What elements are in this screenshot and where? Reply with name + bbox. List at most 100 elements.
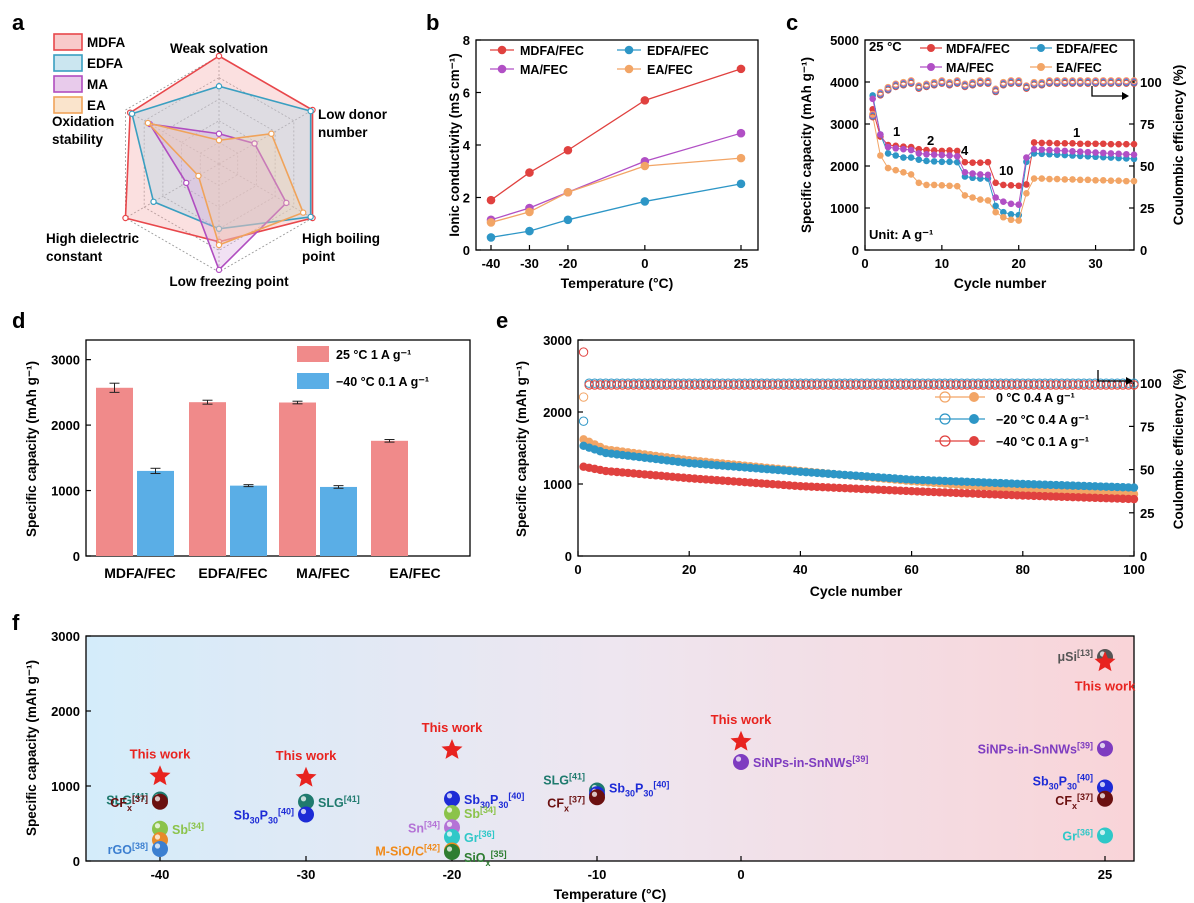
chart-c-ce-point — [1053, 77, 1061, 85]
chart-e-ce-point — [684, 380, 694, 390]
chart-f-point-label: Gr[36] — [464, 829, 495, 845]
panel-b-letter: b — [426, 10, 439, 35]
chart-c-capacity-point — [1015, 201, 1023, 208]
chart-f-point-label: Sb30P30[40] — [609, 779, 669, 798]
chart-f-point-label-part: CF — [110, 796, 127, 810]
chart-b-point — [640, 96, 650, 105]
chart-c-ytick-label: 0 — [852, 243, 859, 258]
chart-d-legend-swatch — [297, 373, 329, 389]
chart-e-legend-label: 0 °C 0.4 A g⁻¹ — [996, 391, 1075, 405]
chart-f-point-label-part: P — [1059, 775, 1067, 789]
chart-c-capacity-point — [1092, 140, 1099, 148]
chart-e-legend-marker-filled — [969, 436, 979, 446]
chart-f-point-highlight — [154, 823, 161, 829]
chart-e-ce-point — [634, 380, 644, 390]
chart-e-legend-marker-open — [939, 413, 951, 425]
chart-f-point-label-part: 30 — [250, 816, 260, 826]
chart-e-legend-marker-open — [939, 435, 951, 447]
chart-d-ytick-label: 0 — [73, 549, 80, 564]
chart-c-capacity-point — [1053, 175, 1061, 183]
chart-b-point — [525, 226, 534, 236]
chart-c-capacity-point — [953, 153, 961, 160]
chart-b-legend-marker — [624, 45, 634, 55]
chart-c-capacity-point — [1107, 177, 1115, 184]
chart-c-ce-point — [1115, 77, 1123, 85]
chart-f-point — [444, 805, 460, 821]
chart-e-ce-point — [840, 380, 850, 390]
chart-b-legend-label: MA/FEC — [520, 63, 568, 77]
chart-f-point-ref: [41] — [569, 772, 585, 782]
chart-c-ce-point — [922, 80, 930, 88]
chart-c-capacity-point — [900, 154, 907, 161]
chart-c-ce-point — [984, 77, 992, 85]
chart-f-point-label: SiOx[35] — [464, 849, 507, 868]
chart-c-annotation: Unit: A g⁻¹ — [869, 227, 933, 242]
chart-c-ce-point — [1007, 77, 1015, 85]
chart-f-point-label: SLG[41] — [318, 794, 360, 810]
radar-legend-label: EA — [87, 98, 106, 113]
chart-c-capacity-point — [1123, 140, 1130, 148]
chart-c-annotation: 2 — [927, 133, 934, 148]
radar-point-ma — [283, 199, 290, 207]
chart-f-point-ref: [36] — [1077, 828, 1093, 838]
chart-d-bar — [320, 486, 357, 556]
chart-f-point-label: Sb[34] — [464, 805, 496, 821]
chart-d-ytick-label: 2000 — [51, 418, 80, 433]
chart-c-capacity-point — [1007, 211, 1015, 218]
radar-grid-ring — [181, 120, 257, 208]
chart-c-right-ytick-label: 0 — [1140, 243, 1147, 258]
chart-b-legend-marker — [497, 45, 507, 55]
chart-e-ytick-label: 1000 — [543, 477, 572, 492]
chart-e-ce-point — [895, 380, 906, 390]
panel-f: f 0 1000 2000 3000 -40 -30 -20 -10 0 25 Temperatur… — [12, 610, 1136, 902]
chart-f-point-ref: [40] — [278, 807, 294, 817]
chart-f-this-work-star — [1094, 651, 1116, 672]
chart-b-point — [736, 179, 746, 189]
chart-e-ce-point — [795, 380, 806, 390]
chart-e-ce-point — [1068, 380, 1078, 390]
radar-point-ea — [195, 172, 202, 180]
chart-f-point-label-part: 30 — [498, 800, 508, 810]
chart-e-ce-point — [734, 380, 744, 390]
chart-c-capacity-point — [884, 150, 892, 157]
chart-f-point-label-part: Gr — [1062, 830, 1077, 844]
chart-c-capacity-point — [1084, 148, 1092, 156]
chart-f-point-ref: [39] — [1077, 741, 1093, 751]
chart-f-point — [444, 844, 460, 860]
chart-e-ce-point — [589, 380, 600, 390]
chart-e-ce-point — [578, 347, 589, 357]
chart-c-capacity-point — [1099, 149, 1107, 157]
chart-b-point — [486, 195, 496, 205]
chart-c-ytick-label: 1000 — [830, 201, 859, 216]
chart-e-ce-point — [667, 380, 678, 390]
chart-c-capacity-point — [953, 147, 961, 155]
chart-c-capacity-point — [907, 154, 915, 161]
chart-e-ce-point — [1084, 380, 1095, 390]
chart-e-ce-point — [673, 380, 683, 390]
chart-c-ce-point — [1069, 77, 1077, 85]
chart-c-capacity-point — [976, 196, 984, 203]
chart-d-ylabel: Specific capacity (mAh g⁻¹) — [24, 361, 39, 537]
chart-c-capacity-point — [930, 151, 938, 158]
chart-e-ce-point — [756, 380, 767, 390]
chart-f-point-label: Sb[34] — [172, 821, 204, 837]
chart-c-capacity-point — [1076, 140, 1084, 148]
chart-e-ce-point — [817, 380, 828, 390]
chart-c-capacity-point — [1046, 146, 1053, 154]
chart-f-point-ref: [38] — [132, 841, 148, 851]
chart-c-legend-marker — [1037, 63, 1045, 71]
chart-e-ce-point — [906, 380, 917, 390]
chart-c-legend-marker — [927, 44, 935, 52]
chart-e-ce-point — [628, 380, 639, 390]
chart-c-capacity-point — [907, 146, 915, 154]
chart-c-capacity-point — [1007, 182, 1015, 189]
chart-c-ce-point — [1099, 77, 1107, 85]
chart-c-capacity-point — [961, 158, 969, 166]
chart-e-ce-point — [595, 380, 605, 390]
chart-c-capacity-point — [1000, 181, 1007, 189]
chart-f-point-label-part: Sn — [408, 821, 424, 835]
chart-c-legend-label: MA/FEC — [946, 61, 994, 75]
chart-e-ce-point — [601, 380, 611, 390]
chart-c-capacity-point — [1007, 216, 1015, 224]
chart-c-right-ytick-label: 25 — [1140, 201, 1154, 216]
